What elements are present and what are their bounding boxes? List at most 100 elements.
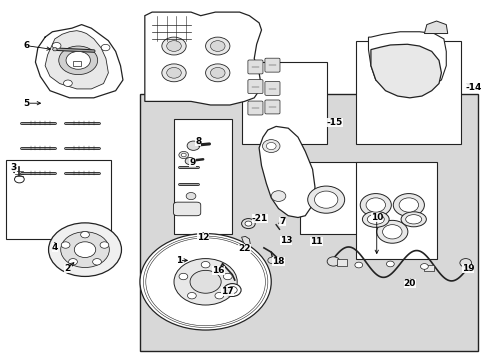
Text: 1: 1 bbox=[175, 256, 182, 265]
Circle shape bbox=[190, 270, 221, 293]
FancyBboxPatch shape bbox=[247, 101, 263, 115]
Circle shape bbox=[210, 67, 224, 78]
Text: 4: 4 bbox=[52, 243, 58, 252]
Circle shape bbox=[63, 80, 72, 86]
Circle shape bbox=[187, 141, 200, 150]
Circle shape bbox=[386, 261, 393, 267]
Circle shape bbox=[15, 176, 24, 183]
Text: 11: 11 bbox=[309, 237, 322, 246]
Text: -21: -21 bbox=[251, 214, 267, 223]
Circle shape bbox=[174, 258, 237, 305]
Text: 3: 3 bbox=[10, 163, 17, 172]
Circle shape bbox=[266, 143, 276, 150]
Bar bbox=[73, 62, 81, 66]
Circle shape bbox=[179, 273, 187, 280]
Circle shape bbox=[326, 257, 339, 266]
Circle shape bbox=[179, 152, 188, 158]
Circle shape bbox=[66, 51, 90, 69]
Circle shape bbox=[185, 157, 195, 165]
Circle shape bbox=[61, 232, 109, 267]
Circle shape bbox=[376, 220, 407, 243]
Text: 13: 13 bbox=[279, 236, 291, 245]
Circle shape bbox=[52, 42, 61, 49]
Circle shape bbox=[271, 191, 285, 202]
Circle shape bbox=[307, 186, 344, 213]
Circle shape bbox=[68, 258, 77, 265]
Text: 5: 5 bbox=[23, 99, 30, 108]
Circle shape bbox=[162, 37, 186, 55]
Polygon shape bbox=[370, 44, 441, 98]
Circle shape bbox=[201, 261, 209, 268]
Polygon shape bbox=[424, 21, 447, 33]
Polygon shape bbox=[259, 126, 314, 217]
Circle shape bbox=[227, 287, 237, 294]
Circle shape bbox=[186, 193, 196, 200]
FancyBboxPatch shape bbox=[247, 60, 263, 74]
Text: 8: 8 bbox=[195, 137, 201, 146]
Text: 19: 19 bbox=[461, 264, 473, 273]
Bar bbox=[174, 119, 232, 234]
Circle shape bbox=[366, 198, 385, 212]
Circle shape bbox=[101, 44, 110, 51]
Text: 20: 20 bbox=[403, 279, 415, 288]
Circle shape bbox=[140, 234, 271, 330]
Text: 9: 9 bbox=[189, 158, 195, 167]
Bar bbox=[140, 94, 477, 351]
FancyBboxPatch shape bbox=[173, 202, 201, 216]
Text: 7: 7 bbox=[279, 217, 285, 226]
Polygon shape bbox=[368, 32, 446, 89]
Circle shape bbox=[267, 257, 276, 264]
Circle shape bbox=[61, 242, 70, 248]
Circle shape bbox=[205, 64, 229, 82]
Ellipse shape bbox=[366, 214, 384, 224]
Circle shape bbox=[59, 46, 98, 75]
FancyBboxPatch shape bbox=[264, 81, 280, 95]
Circle shape bbox=[223, 273, 232, 280]
Circle shape bbox=[392, 194, 424, 216]
Text: 12: 12 bbox=[197, 233, 209, 242]
Text: 6: 6 bbox=[23, 41, 30, 50]
Bar bbox=[336, 259, 346, 266]
Circle shape bbox=[74, 242, 96, 257]
Circle shape bbox=[223, 284, 241, 296]
Ellipse shape bbox=[362, 211, 388, 227]
Circle shape bbox=[420, 264, 427, 269]
FancyBboxPatch shape bbox=[264, 58, 280, 72]
Ellipse shape bbox=[400, 212, 426, 227]
Text: 22: 22 bbox=[238, 244, 250, 253]
Polygon shape bbox=[52, 48, 57, 51]
Circle shape bbox=[314, 191, 337, 208]
Bar bbox=[242, 62, 326, 144]
Bar bbox=[356, 162, 436, 258]
FancyBboxPatch shape bbox=[247, 80, 263, 94]
Circle shape bbox=[360, 194, 390, 216]
Circle shape bbox=[459, 258, 470, 267]
Polygon shape bbox=[241, 237, 250, 246]
Ellipse shape bbox=[405, 215, 421, 224]
Polygon shape bbox=[45, 31, 108, 89]
Circle shape bbox=[262, 140, 280, 153]
Circle shape bbox=[210, 41, 224, 51]
Text: -15: -15 bbox=[325, 118, 342, 127]
Circle shape bbox=[162, 64, 186, 82]
Text: 17: 17 bbox=[221, 287, 233, 296]
Circle shape bbox=[145, 238, 265, 326]
Polygon shape bbox=[144, 12, 261, 105]
Circle shape bbox=[382, 225, 401, 239]
Text: 10: 10 bbox=[370, 213, 382, 222]
Circle shape bbox=[398, 198, 418, 212]
Circle shape bbox=[48, 223, 121, 276]
Text: 18: 18 bbox=[272, 257, 284, 266]
Circle shape bbox=[187, 292, 196, 299]
Circle shape bbox=[244, 221, 251, 226]
Circle shape bbox=[215, 292, 223, 299]
Circle shape bbox=[166, 67, 181, 78]
FancyBboxPatch shape bbox=[264, 100, 280, 114]
Text: 2: 2 bbox=[64, 264, 70, 273]
Text: 16: 16 bbox=[212, 266, 224, 275]
Bar bbox=[300, 162, 370, 234]
Polygon shape bbox=[35, 24, 122, 98]
Circle shape bbox=[166, 41, 181, 51]
Text: -14: -14 bbox=[465, 83, 481, 92]
Bar bbox=[6, 160, 111, 239]
